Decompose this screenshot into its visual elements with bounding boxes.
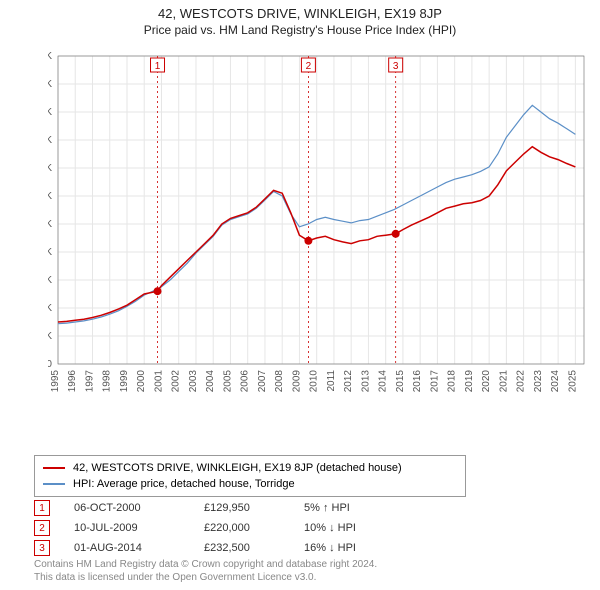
chart-container: 42, WESTCOTS DRIVE, WINKLEIGH, EX19 8JP … [0, 0, 600, 590]
svg-text:2014: 2014 [378, 370, 389, 393]
footer-line: This data is licensed under the Open Gov… [34, 571, 377, 584]
svg-text:2: 2 [306, 61, 312, 72]
svg-text:2019: 2019 [464, 370, 475, 393]
chart-svg: £0 £50K £100K £150K £200K £250K £300K £350K £400… [48, 52, 588, 412]
sale-badge: 2 [34, 520, 50, 536]
svg-text:£100K: £100K [48, 303, 52, 314]
footer: Contains HM Land Registry data © Crown c… [34, 558, 377, 584]
svg-text:3: 3 [393, 61, 399, 72]
legend-item-property: 42, WESTCOTS DRIVE, WINKLEIGH, EX19 8JP … [43, 460, 457, 476]
svg-text:2013: 2013 [360, 370, 371, 393]
sales-table: 1 06-OCT-2000 £129,950 5% ↑ HPI 2 10-JUL… [34, 498, 404, 558]
svg-text:2020: 2020 [481, 370, 492, 393]
svg-text:2021: 2021 [498, 370, 509, 393]
svg-text:2018: 2018 [447, 370, 458, 393]
sale-hpi-delta: 16% ↓ HPI [304, 542, 404, 554]
sale-hpi-delta: 5% ↑ HPI [304, 502, 404, 514]
svg-text:2005: 2005 [222, 370, 233, 393]
svg-text:2025: 2025 [567, 370, 578, 393]
svg-text:£450K: £450K [48, 107, 52, 118]
svg-text:1995: 1995 [50, 370, 61, 393]
footer-line: Contains HM Land Registry data © Crown c… [34, 558, 377, 571]
svg-text:2000: 2000 [136, 370, 147, 393]
svg-text:2001: 2001 [153, 370, 164, 393]
svg-text:2010: 2010 [309, 370, 320, 393]
chart-title: 42, WESTCOTS DRIVE, WINKLEIGH, EX19 8JP [0, 6, 600, 21]
svg-text:1998: 1998 [102, 370, 113, 393]
svg-text:1: 1 [155, 61, 161, 72]
svg-text:2017: 2017 [429, 370, 440, 393]
svg-text:£350K: £350K [48, 163, 52, 174]
sale-badge: 1 [34, 500, 50, 516]
svg-text:£300K: £300K [48, 191, 52, 202]
legend-swatch [43, 483, 65, 485]
svg-text:2007: 2007 [257, 370, 268, 393]
legend-label: 42, WESTCOTS DRIVE, WINKLEIGH, EX19 8JP … [73, 462, 402, 474]
sale-row: 1 06-OCT-2000 £129,950 5% ↑ HPI [34, 498, 404, 518]
svg-text:£500K: £500K [48, 79, 52, 90]
svg-text:2008: 2008 [274, 370, 285, 393]
sale-row: 3 01-AUG-2014 £232,500 16% ↓ HPI [34, 538, 404, 558]
sale-price: £220,000 [204, 522, 304, 534]
svg-text:£0: £0 [48, 359, 52, 370]
sale-date: 01-AUG-2014 [74, 542, 204, 554]
sale-price: £232,500 [204, 542, 304, 554]
svg-text:£250K: £250K [48, 219, 52, 230]
svg-text:£200K: £200K [48, 247, 52, 258]
svg-text:2011: 2011 [326, 370, 337, 392]
svg-text:2003: 2003 [188, 370, 199, 393]
svg-text:2024: 2024 [550, 370, 561, 393]
sale-date: 10-JUL-2009 [74, 522, 204, 534]
svg-text:£550K: £550K [48, 52, 52, 62]
svg-text:1997: 1997 [84, 370, 95, 393]
svg-text:1999: 1999 [119, 370, 130, 393]
svg-text:2006: 2006 [240, 370, 251, 393]
sale-row: 2 10-JUL-2009 £220,000 10% ↓ HPI [34, 518, 404, 538]
svg-text:£400K: £400K [48, 135, 52, 146]
svg-text:2004: 2004 [205, 370, 216, 393]
svg-text:2002: 2002 [171, 370, 182, 393]
legend: 42, WESTCOTS DRIVE, WINKLEIGH, EX19 8JP … [34, 455, 466, 497]
sale-hpi-delta: 10% ↓ HPI [304, 522, 404, 534]
svg-text:2016: 2016 [412, 370, 423, 393]
legend-swatch [43, 467, 65, 469]
title-block: 42, WESTCOTS DRIVE, WINKLEIGH, EX19 8JP … [0, 0, 600, 37]
svg-text:2022: 2022 [516, 370, 527, 393]
svg-text:2023: 2023 [533, 370, 544, 393]
legend-label: HPI: Average price, detached house, Torr… [73, 478, 295, 490]
chart-subtitle: Price paid vs. HM Land Registry's House … [0, 23, 600, 37]
svg-text:2015: 2015 [395, 370, 406, 393]
sale-date: 06-OCT-2000 [74, 502, 204, 514]
legend-item-hpi: HPI: Average price, detached house, Torr… [43, 476, 457, 492]
svg-text:1996: 1996 [67, 370, 78, 393]
sale-badge: 3 [34, 540, 50, 556]
svg-text:2009: 2009 [291, 370, 302, 393]
svg-text:2012: 2012 [343, 370, 354, 393]
sale-price: £129,950 [204, 502, 304, 514]
svg-text:£150K: £150K [48, 275, 52, 286]
svg-text:£50K: £50K [48, 331, 52, 342]
